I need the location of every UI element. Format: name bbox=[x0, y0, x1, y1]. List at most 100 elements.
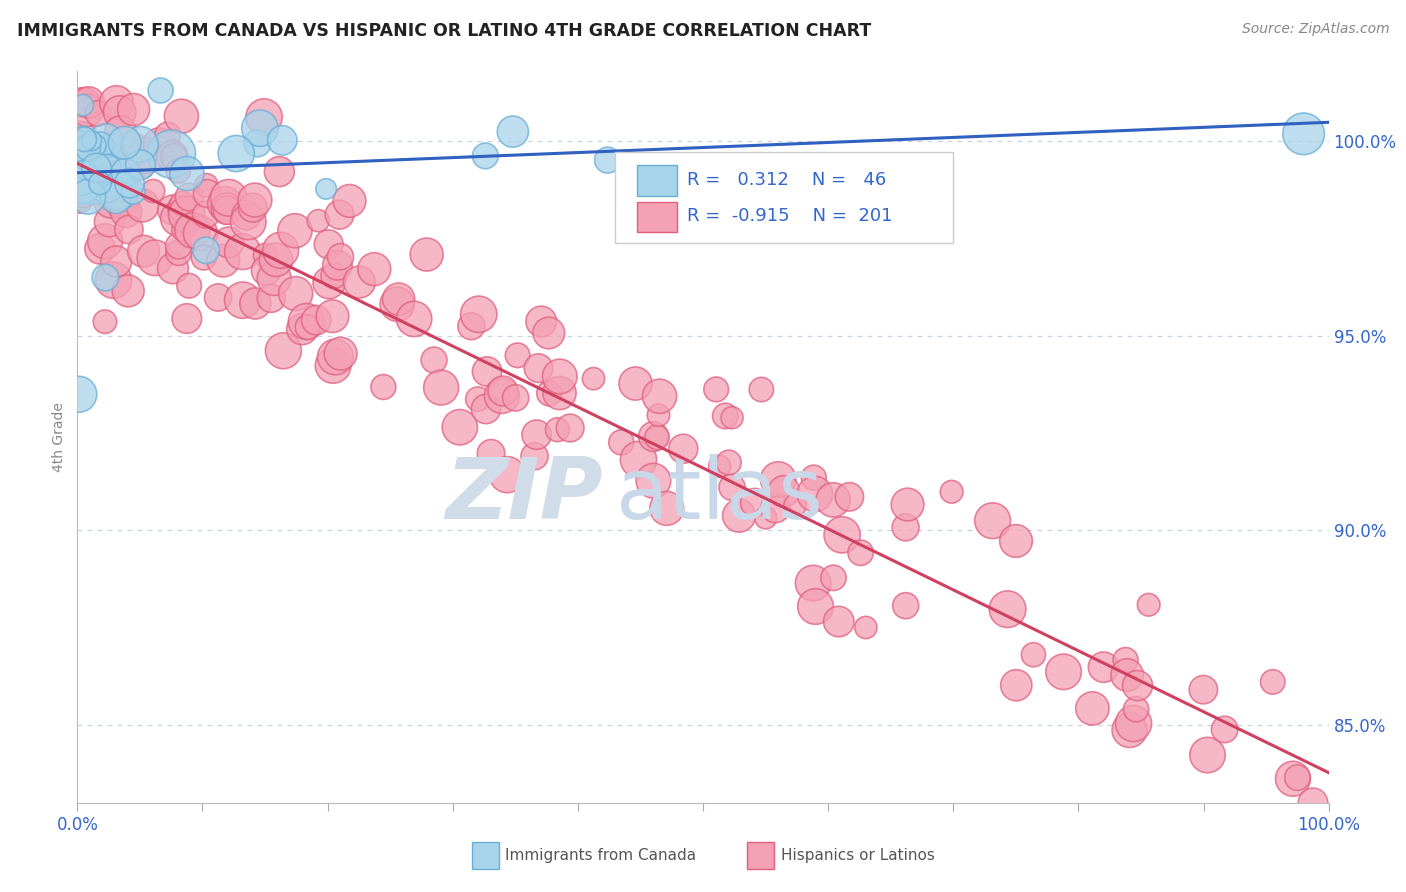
Point bbox=[363, 262, 385, 277]
Point bbox=[728, 508, 751, 523]
Point bbox=[1005, 678, 1028, 692]
Point bbox=[254, 263, 277, 277]
Point bbox=[129, 137, 152, 152]
Bar bbox=[471, 842, 499, 869]
Point bbox=[538, 386, 561, 401]
Point bbox=[751, 383, 773, 397]
Point bbox=[89, 177, 111, 191]
Point bbox=[67, 153, 90, 167]
Bar bbox=[637, 202, 676, 232]
Point bbox=[1192, 682, 1215, 697]
Point bbox=[163, 150, 186, 164]
Point bbox=[218, 191, 240, 205]
Point bbox=[253, 110, 276, 124]
Point bbox=[326, 258, 349, 272]
Point bbox=[823, 571, 845, 585]
Point bbox=[167, 239, 190, 253]
Point bbox=[721, 410, 744, 425]
Point bbox=[167, 245, 190, 260]
Point bbox=[270, 244, 292, 258]
Point bbox=[167, 211, 190, 226]
Point bbox=[709, 459, 731, 474]
Point bbox=[479, 446, 502, 460]
Point bbox=[73, 132, 96, 146]
Text: Source: ZipAtlas.com: Source: ZipAtlas.com bbox=[1241, 22, 1389, 37]
Point bbox=[215, 202, 238, 216]
Point bbox=[803, 487, 825, 501]
Point bbox=[1122, 716, 1144, 731]
Point bbox=[72, 98, 94, 112]
Point bbox=[176, 207, 198, 221]
Point bbox=[1286, 771, 1309, 785]
Point bbox=[87, 106, 110, 120]
Point bbox=[80, 162, 103, 177]
Point bbox=[122, 185, 145, 199]
Point bbox=[260, 291, 283, 305]
Point bbox=[129, 158, 152, 172]
Point bbox=[197, 186, 219, 201]
Point bbox=[1282, 772, 1305, 786]
Point bbox=[828, 615, 851, 629]
Text: atlas: atlas bbox=[616, 454, 824, 537]
Point bbox=[94, 178, 117, 193]
Point bbox=[322, 268, 344, 283]
Point bbox=[142, 184, 165, 198]
Point bbox=[1022, 648, 1045, 662]
Point bbox=[297, 320, 319, 334]
Point bbox=[162, 202, 184, 217]
Point bbox=[492, 384, 515, 398]
Point bbox=[162, 149, 184, 163]
Point bbox=[373, 380, 395, 394]
Point bbox=[190, 227, 212, 241]
Point bbox=[744, 496, 766, 510]
Point bbox=[1213, 723, 1236, 737]
Point bbox=[122, 138, 145, 153]
Point bbox=[643, 474, 665, 488]
Point bbox=[87, 180, 110, 194]
Point bbox=[114, 136, 136, 150]
Point bbox=[89, 242, 111, 256]
Point bbox=[1197, 747, 1219, 762]
Point bbox=[110, 125, 132, 139]
Point bbox=[803, 470, 825, 484]
Point bbox=[655, 501, 678, 516]
Point bbox=[162, 261, 184, 276]
Point bbox=[801, 576, 824, 591]
Point bbox=[118, 222, 141, 236]
Point bbox=[235, 208, 257, 222]
Point bbox=[307, 213, 329, 227]
Point bbox=[94, 234, 117, 248]
Point bbox=[118, 176, 141, 190]
Point bbox=[627, 452, 650, 467]
Point bbox=[329, 250, 352, 264]
Text: ZIP: ZIP bbox=[446, 454, 603, 537]
Point bbox=[193, 251, 215, 265]
Point bbox=[246, 136, 269, 151]
Point bbox=[349, 275, 371, 289]
Point bbox=[73, 177, 96, 191]
Point bbox=[67, 153, 90, 167]
Point bbox=[73, 176, 96, 190]
Point bbox=[1116, 668, 1139, 682]
Text: Immigrants from Canada: Immigrants from Canada bbox=[505, 848, 696, 863]
Point bbox=[135, 148, 157, 162]
Point bbox=[610, 435, 633, 450]
Point bbox=[596, 153, 619, 167]
Point bbox=[624, 376, 647, 391]
Point bbox=[115, 204, 138, 219]
Point bbox=[232, 244, 254, 259]
Point bbox=[1302, 796, 1324, 810]
Point bbox=[89, 174, 111, 188]
Point bbox=[894, 520, 917, 534]
Point bbox=[243, 193, 266, 207]
Point bbox=[339, 194, 361, 208]
Point bbox=[523, 450, 546, 464]
Point bbox=[179, 278, 201, 293]
Point bbox=[107, 184, 129, 198]
Point bbox=[245, 296, 267, 310]
Point bbox=[284, 286, 307, 301]
Point bbox=[94, 134, 117, 148]
Point bbox=[467, 392, 489, 406]
Point bbox=[169, 201, 191, 215]
Point bbox=[273, 343, 295, 358]
